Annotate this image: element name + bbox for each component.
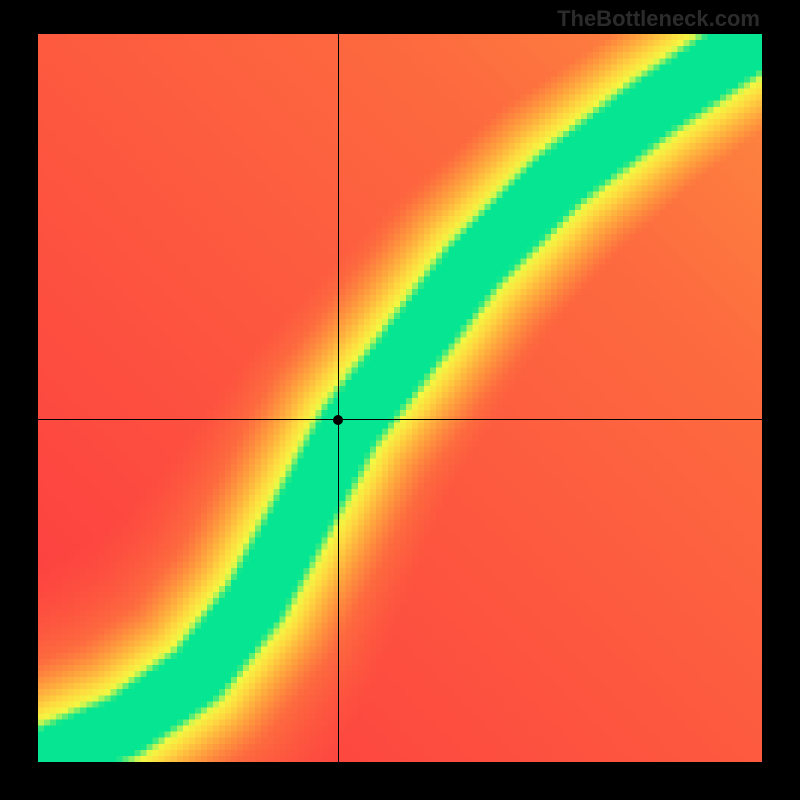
crosshair-vertical <box>338 34 339 762</box>
crosshair-horizontal <box>38 419 762 420</box>
chart-container: TheBottleneck.com <box>0 0 800 800</box>
watermark-text: TheBottleneck.com <box>557 6 760 32</box>
bottleneck-heatmap <box>38 34 762 762</box>
